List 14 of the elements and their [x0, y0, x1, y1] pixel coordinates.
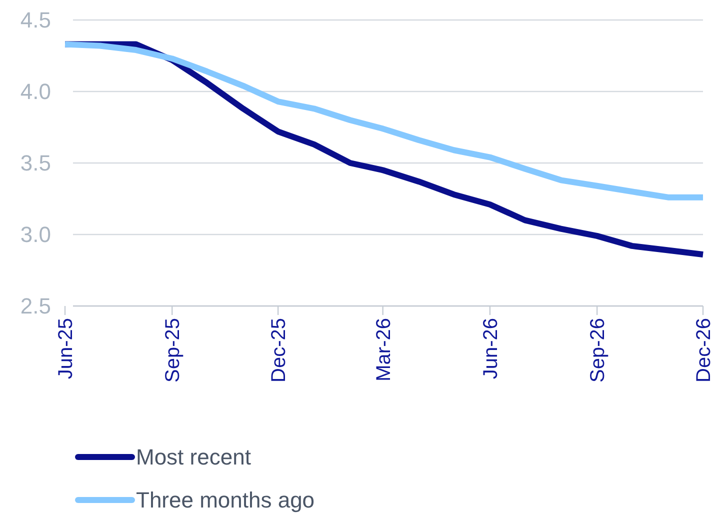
- y-tick-label: 3.5: [20, 150, 51, 176]
- legend-label: Most recent: [136, 444, 251, 470]
- y-tick-label: 2.5: [20, 294, 51, 319]
- x-tick-label: Jun-25: [55, 318, 77, 380]
- x-tick-label: Mar-26: [372, 318, 395, 382]
- x-tick-label: Dec-25: [268, 318, 290, 382]
- x-tick-label: Sep-26: [587, 318, 610, 382]
- y-tick-label: 4.5: [20, 8, 51, 33]
- legend-label: Three months ago: [136, 488, 315, 513]
- y-tick-label: 3.0: [20, 222, 51, 248]
- x-tick-label: Sep-25: [162, 318, 184, 382]
- x-tick-label: Dec-26: [693, 318, 711, 382]
- y-tick-label: 4.0: [20, 79, 51, 104]
- x-tick-label: Jun-26: [480, 318, 502, 380]
